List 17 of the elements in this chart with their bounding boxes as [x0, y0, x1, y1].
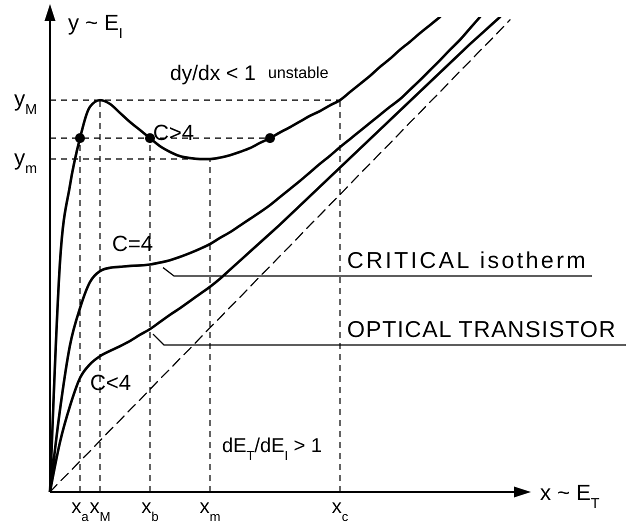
x-axis-title: x ~ E$_{T}$: [540, 480, 600, 512]
annotation: OPTICAL TRANSISTOR: [347, 316, 616, 342]
annotation: CRITICAL isotherm: [347, 247, 588, 273]
x-tick-label: x$_{a}$: [71, 496, 90, 524]
x-tick-label: x$_{M}$: [90, 496, 110, 524]
annotation: dE$_{T}$/dE$_{I}$ > 1: [222, 435, 322, 462]
annotation: dy/dx < 1: [170, 62, 256, 85]
x-tick-label: x$_{b}$: [141, 496, 159, 524]
series-label: C=4: [112, 230, 153, 256]
y-axis-title: y ~ E$_{I}$: [68, 10, 123, 42]
x-tick-label: x$_{m}$: [200, 496, 220, 524]
series-label: C<4: [90, 370, 131, 396]
annotation: unstable: [268, 65, 329, 82]
series-label: C>4: [153, 120, 194, 146]
ref-line-label: y$_{m}$: [14, 145, 37, 178]
ref-line-label: y$_{M}$: [14, 86, 37, 118]
x-tick-label: x$_{c}$: [332, 496, 349, 524]
